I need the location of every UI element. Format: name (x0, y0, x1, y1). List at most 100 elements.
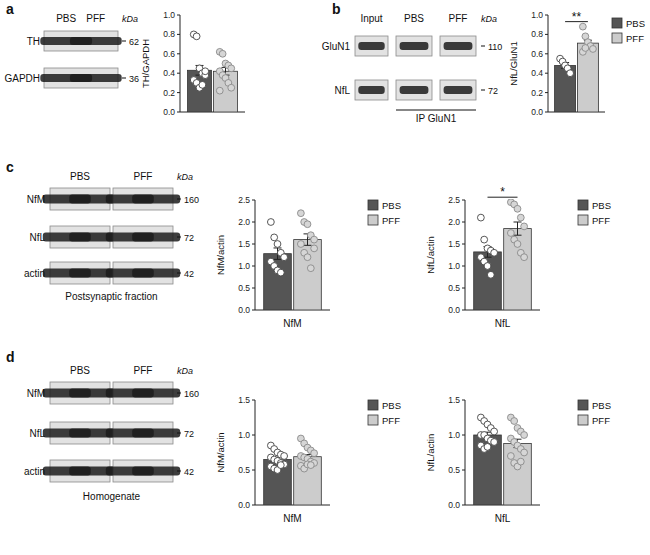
row-label: actin (24, 466, 45, 477)
blot-band (132, 195, 180, 204)
y-tick-label: 0.8 (531, 29, 543, 39)
data-point (271, 234, 278, 241)
lane-label: PBS (56, 13, 76, 24)
plot-marks (264, 210, 322, 310)
y-tick (462, 400, 465, 401)
legend-label: PFF (592, 215, 610, 226)
data-point (484, 444, 491, 451)
y-tick-label: 0.2 (163, 88, 175, 98)
y-tick (545, 15, 548, 16)
data-point (579, 23, 586, 30)
y-tick-label: 1.0 (163, 10, 175, 20)
kda-label: 110 (488, 42, 502, 52)
data-point (281, 254, 288, 261)
y-tick-label: 2.5 (238, 195, 250, 205)
y-tick-label: 0.0 (163, 107, 175, 117)
lane-label: PBS (404, 13, 424, 24)
kda-dash (481, 46, 485, 47)
kda-dash (122, 41, 126, 42)
data-point (199, 81, 206, 88)
data-point (514, 241, 521, 248)
data-point (277, 462, 284, 469)
significance-label: * (500, 185, 505, 199)
y-tick-label: 0.0 (238, 305, 250, 315)
plot-marks (474, 199, 532, 310)
ip-label: IP GluN1 (416, 113, 457, 124)
kda-label: 36 (129, 74, 139, 84)
y-tick (462, 435, 465, 436)
blot-band (358, 86, 384, 94)
y-tick (545, 34, 548, 35)
data-point (507, 453, 514, 460)
bar (504, 443, 532, 505)
y-axis-label: NfL/GluN1 (508, 41, 519, 85)
category-label: NfL (495, 318, 511, 329)
data-point (507, 230, 514, 237)
bar (264, 460, 292, 506)
row-label: NfL (334, 85, 350, 96)
legend-label: PFF (592, 415, 610, 426)
kda-dash (122, 78, 126, 79)
y-axis-label: NfL/actin (425, 434, 436, 472)
blot-panel: cPBSPFFkDaNfM160NfL72actin42Postsynaptic… (6, 159, 199, 302)
y-tick-label: 1.0 (448, 261, 460, 271)
y-tick (252, 435, 255, 436)
y-axis (180, 15, 181, 112)
y-tick-label: 0.8 (163, 29, 175, 39)
y-tick (252, 266, 255, 267)
kda-label: 160 (184, 195, 199, 205)
data-point (304, 221, 311, 228)
y-tick-label: 2.0 (238, 217, 250, 227)
blot-band (70, 37, 122, 45)
y-tick-label: 0.0 (531, 107, 543, 117)
data-point (216, 87, 223, 94)
y-tick-label: 1.0 (238, 430, 250, 440)
y-tick-label: 0.5 (238, 283, 250, 293)
legend-swatch (612, 33, 622, 43)
y-tick-label: 1.0 (448, 430, 460, 440)
data-point (297, 210, 304, 217)
kda-dash (177, 199, 181, 200)
ip-line (396, 110, 476, 111)
y-tick (462, 266, 465, 267)
plot-marks (188, 31, 238, 112)
bar (214, 71, 238, 112)
legend-label: PBS (382, 200, 401, 211)
kda-label: 160 (184, 389, 199, 399)
y-tick-label: 1.0 (238, 261, 250, 271)
blot-band (444, 86, 473, 94)
unit-label: kDa (177, 172, 193, 182)
blot-band (358, 42, 384, 50)
row-label: GluN1 (322, 41, 351, 52)
y-tick (462, 505, 465, 506)
data-point (481, 236, 488, 243)
y-axis (548, 15, 549, 112)
y-tick-label: 1.5 (238, 395, 250, 405)
lane-label: Input (360, 13, 382, 24)
y-axis-label: NfM/actin (215, 432, 226, 472)
y-tick (462, 470, 465, 471)
data-point (307, 462, 314, 469)
y-tick (545, 92, 548, 93)
y-tick (177, 34, 180, 35)
data-point (582, 45, 589, 52)
legend-swatch (368, 215, 378, 225)
lane-label: PFF (449, 13, 468, 24)
data-point (311, 236, 318, 243)
data-point (311, 450, 318, 457)
data-point (281, 453, 288, 460)
y-axis-label: TH/GAPDH (140, 39, 151, 88)
significance-label: ** (572, 10, 582, 24)
bar (474, 252, 502, 310)
y-tick (252, 244, 255, 245)
data-point (511, 418, 518, 425)
data-point (219, 50, 226, 57)
row-label: GAPDH (4, 73, 40, 84)
kda-label: 72 (184, 233, 194, 243)
blot-box (396, 36, 432, 56)
y-tick-label: 0.5 (448, 465, 460, 475)
kda-dash (177, 471, 181, 472)
blot-box (440, 80, 476, 100)
y-tick (462, 310, 465, 311)
blot-band (400, 86, 429, 94)
